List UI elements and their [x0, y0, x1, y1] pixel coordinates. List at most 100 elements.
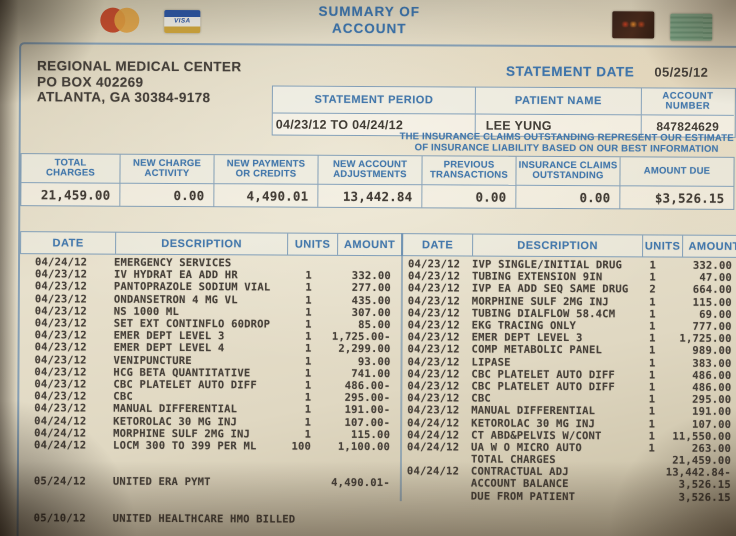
cell-amount: 11,550.00	[672, 430, 732, 443]
cell-desc: CBC	[471, 392, 491, 405]
cell-units: 1	[649, 344, 656, 357]
cell-date: 04/24/12	[34, 414, 87, 428]
statement-period-header: STATEMENT PERIOD	[272, 86, 476, 115]
insurance-notice-line2: OF INSURANCE LIABILITY BASED ON OUR BEST…	[414, 142, 719, 155]
cell-desc: DUE FROM PATIENT	[470, 490, 576, 503]
summary-header: AMOUNT DUE	[620, 157, 734, 187]
cell-desc: PANTOPRAZOLE SODIUM VIAL	[113, 281, 271, 294]
cell-amount: 486.00	[692, 369, 732, 382]
provider-po-box: PO BOX 402269	[36, 73, 144, 90]
summary-col-insurance-outstanding: INSURANCE CLAIMS OUTSTANDING 0.00	[516, 156, 621, 209]
statement-date-row: STATEMENT DATE 05/25/12	[506, 64, 708, 80]
cell-date: 04/23/12	[34, 366, 87, 379]
summary-col-total-charges: TOTAL CHARGES 21,459.00	[21, 154, 121, 206]
cell-desc	[111, 494, 285, 495]
detail-table-header-right: DATE DESCRIPTION UNITS AMOUNT	[402, 233, 736, 258]
cell-units: 1	[648, 381, 656, 394]
cell-desc: CBC PLATELET AUTO DIFF	[113, 378, 257, 392]
cell-amount: 1,725.00	[679, 332, 732, 346]
cell-amount: 486.00	[692, 381, 732, 394]
cell-desc: VENIPUNCTURE	[113, 354, 192, 367]
cell-amount: 107.00	[692, 418, 732, 431]
summary-header: INSURANCE CLAIMS OUTSTANDING	[516, 156, 620, 187]
column-header-amount: AMOUNT	[343, 238, 396, 251]
cell-date: 04/23/12	[34, 317, 87, 330]
cell-desc: EKG TRACING ONLY	[471, 319, 577, 333]
column-header-units: UNITS	[643, 235, 684, 257]
cell-date: 05/24/12	[33, 475, 87, 488]
cell-units: 1	[648, 357, 656, 370]
cell-units: 1	[649, 332, 656, 345]
summary-col-amount-due: AMOUNT DUE $3,526.15	[620, 157, 734, 209]
cell-amount: 741.00	[351, 367, 391, 380]
cell-date: 04/24/12	[407, 428, 460, 442]
cell-units: 1	[648, 369, 656, 382]
cell-desc: CT ABD&PELVIS W/CONT	[471, 429, 602, 442]
summary-value: 0.00	[422, 185, 516, 208]
cell-date: 04/23/12	[34, 341, 87, 354]
cell-desc	[111, 507, 285, 508]
cell-amount: 435.00	[351, 294, 391, 307]
cell-units: 1	[304, 404, 312, 417]
cell-desc: ONDANSETRON 4 MG VL	[113, 293, 238, 306]
statement-date-label: STATEMENT DATE	[505, 63, 635, 80]
cell-date: 04/24/12	[406, 465, 460, 478]
cell-units: 1	[648, 430, 656, 443]
cell-desc: UNITED HEALTHCARE HMO BILLED	[112, 512, 296, 526]
cell-amount: 1,100.00	[337, 440, 391, 454]
column-header-date: DATE	[21, 232, 117, 254]
cell-desc: KETOROLAC 30 MG INJ	[471, 417, 596, 430]
summary-header: NEW CHARGE ACTIVITY	[120, 154, 214, 185]
cell-amount: 1,725.00-	[331, 331, 391, 344]
cell-amount: 263.00	[691, 442, 732, 455]
cell-date: 04/23/12	[34, 280, 88, 293]
cell-units: 1	[304, 367, 312, 380]
cell-units: 1	[648, 442, 656, 455]
cell-desc	[111, 470, 285, 471]
cell-desc: IVP EA ADD SEQ SAME DRUG	[471, 283, 629, 296]
cell-date: 04/24/12	[407, 441, 460, 454]
cell-amount: 4,490.01-	[331, 477, 390, 490]
cell-amount: 191.00	[692, 406, 732, 419]
charges-table-left: 04/24/12 EMERGENCY SERVICES 04/23/12 IV HYD…	[19, 256, 402, 526]
cell-amount: 307.00	[351, 306, 391, 319]
cell-units: 1	[305, 269, 312, 282]
cell-desc	[111, 458, 285, 459]
cell-units: 1	[305, 343, 312, 356]
cell-date: 04/23/12	[34, 329, 87, 342]
cell-desc: MORPHINE SULF 2MG INJ	[113, 427, 251, 441]
cell-units: 1	[649, 320, 656, 333]
cell-units: 1	[649, 259, 657, 272]
cell-desc: NS 1000 ML	[113, 305, 180, 318]
cell-desc: SET EXT CONTINFLO 60DROP	[113, 317, 271, 331]
provider-address-block: REGIONAL MEDICAL CENTER PO BOX 402269 AT…	[37, 58, 242, 106]
summary-header: PREVIOUS TRANSACTIONS	[422, 156, 516, 186]
cell-date: 04/23/12	[34, 353, 87, 367]
detail-table-header-left: DATE DESCRIPTION UNITS AMOUNT	[20, 231, 403, 257]
cell-amount: 13,442.84-	[665, 466, 731, 480]
cell-units: 2	[649, 283, 656, 296]
column-header-description: DESCRIPTION	[116, 232, 289, 255]
cell-amount: 383.00	[692, 357, 732, 370]
cell-units: 1	[304, 379, 312, 392]
column-header-units: UNITS	[288, 233, 339, 255]
cell-units: 1	[648, 393, 656, 406]
cell-amount: 115.00	[692, 296, 732, 309]
cell-desc: HCG BETA QUANTITATIVE	[113, 366, 251, 380]
cell-amount: 3,526.15	[678, 479, 731, 492]
cell-amount: 21,459.00	[672, 454, 732, 467]
summary-col-previous-transactions: PREVIOUS TRANSACTIONS 0.00	[422, 156, 517, 208]
summary-value: 21,459.00	[21, 183, 120, 206]
cell-date: 04/23/12	[407, 294, 461, 308]
column-header-date: DATE	[403, 234, 474, 256]
cell-amount: 93.00	[357, 355, 391, 368]
table-row: 05/24/12 UNITED ERA PYMT 4,490.01-	[19, 476, 401, 490]
cell-date: 04/23/12	[407, 355, 460, 369]
cell-units: 1	[304, 428, 312, 441]
cell-desc: TOTAL CHARGES	[470, 453, 556, 467]
summary-value: 0.00	[120, 183, 214, 207]
cell-units: 1	[649, 296, 656, 309]
table-row: 04/24/12 LOCM 300 TO 399 PER ML 100 1,100.0…	[19, 439, 401, 453]
provider-name: REGIONAL MEDICAL CENTER	[37, 58, 242, 75]
